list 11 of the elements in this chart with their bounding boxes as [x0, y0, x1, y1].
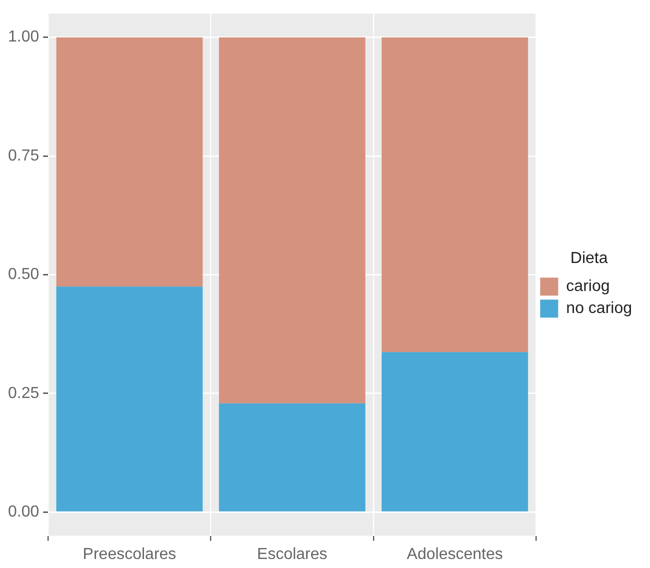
legend-label: no cariog: [566, 300, 632, 318]
x-tick-label: Escolares: [257, 546, 328, 563]
y-tick-label: 0.50: [8, 266, 40, 284]
y-tick-label: 0.25: [8, 384, 40, 402]
legend-label: cariog: [566, 278, 610, 296]
x-tick-label: Preescolares: [82, 546, 176, 563]
legend-title: Dieta: [570, 250, 608, 267]
y-tick-label: 1.00: [8, 28, 40, 46]
y-tick-label: 0.00: [8, 503, 40, 520]
x-tick-label: Adolescentes: [406, 546, 503, 563]
y-tick-label: 0.75: [8, 147, 40, 164]
